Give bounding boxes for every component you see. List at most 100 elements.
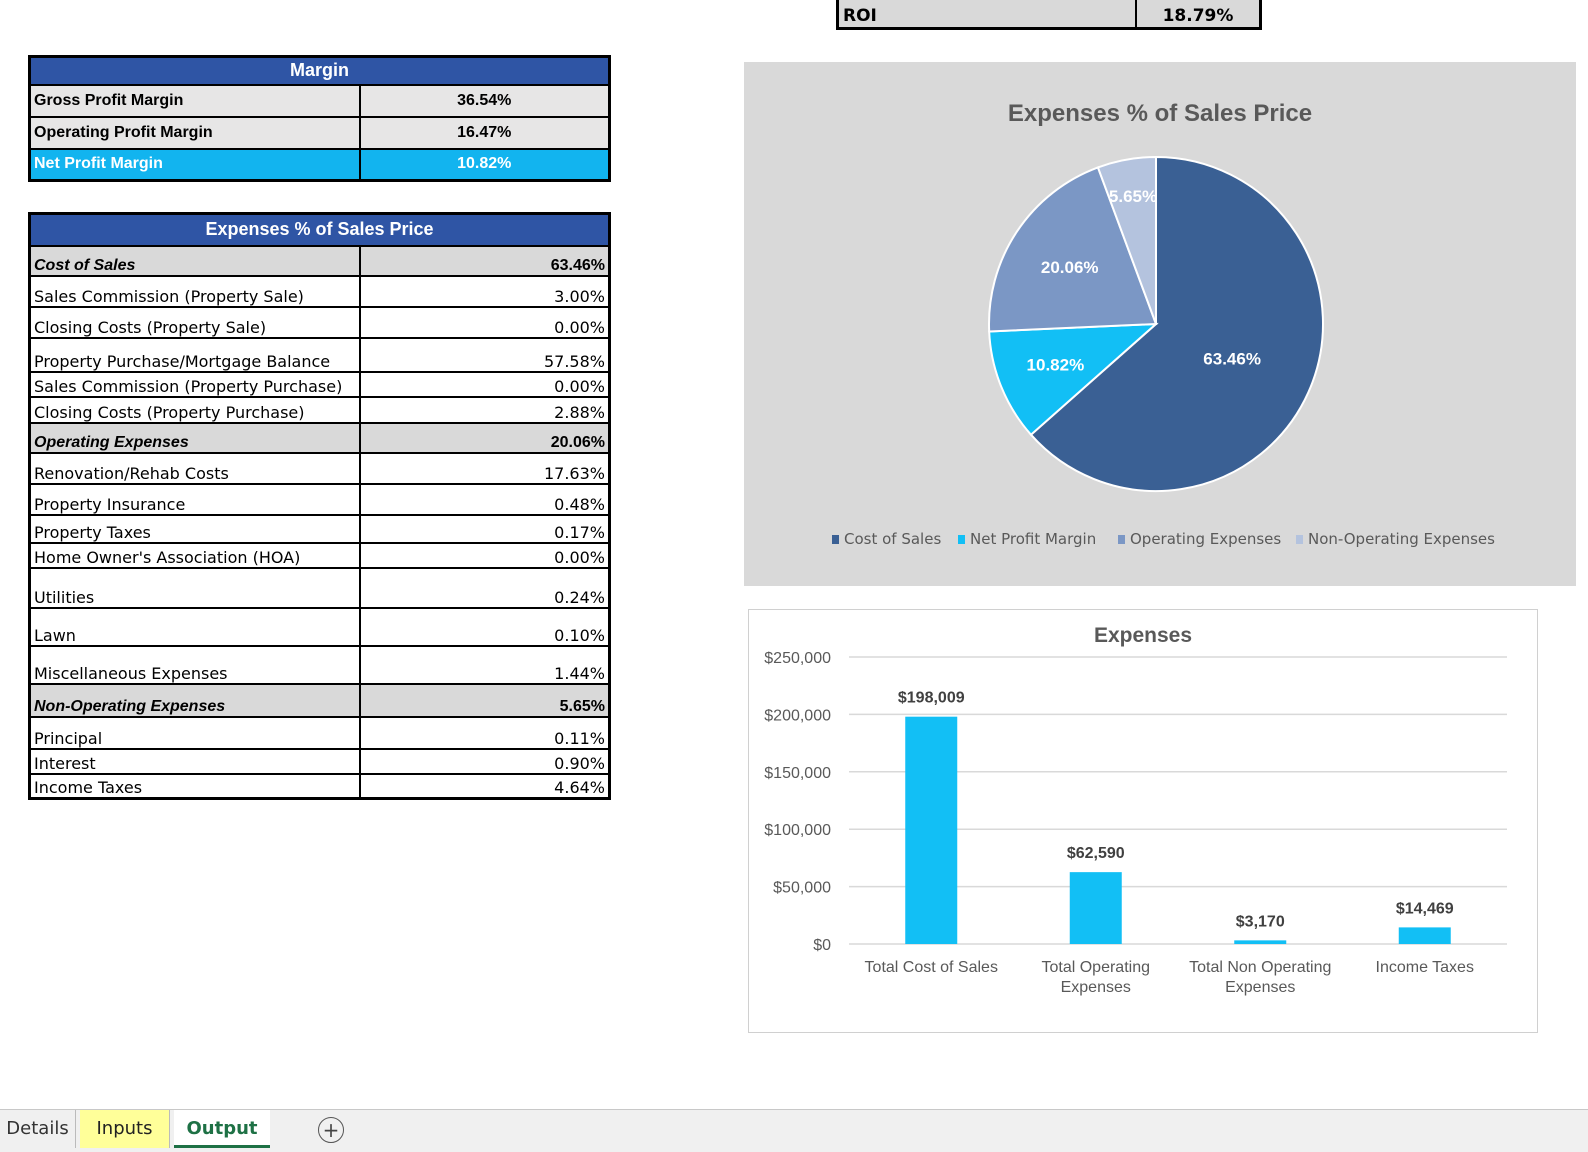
y-tick-label: $50,000 [773, 880, 831, 897]
expenses-table: Expenses % of Sales Price Cost of Sales 6… [28, 212, 611, 800]
expense-value[interactable]: 3.00% [358, 274, 611, 308]
expense-row: Property Purchase/Mortgage Balance 57.58% [28, 336, 611, 373]
expense-row: Closing Costs (Property Purchase) 2.88% [28, 395, 611, 424]
bar[interactable] [1069, 872, 1122, 944]
expense-label[interactable]: Property Insurance [28, 482, 361, 516]
expense-label[interactable]: Lawn [28, 606, 361, 647]
expense-row: Property Insurance 0.48% [28, 482, 611, 516]
expense-value[interactable]: 0.24% [358, 566, 611, 609]
gross-profit-margin-label[interactable]: Gross Profit Margin [28, 83, 361, 118]
pie-data-label: 10.82% [1027, 356, 1085, 375]
expense-value[interactable]: 2.88% [358, 395, 611, 424]
x-category-label: Total Cost of Sales [865, 959, 998, 976]
bar-data-label: $198,009 [898, 690, 965, 707]
roi-label[interactable]: ROI [839, 0, 1137, 27]
expense-label[interactable]: Interest [28, 747, 361, 775]
expense-value[interactable]: 17.63% [358, 451, 611, 485]
bar-chart-plot: $0 $50,000 $100,000 $150,000 $200,000 $250,00… [764, 650, 1507, 996]
gross-profit-margin-value[interactable]: 36.54% [358, 83, 611, 118]
expense-label[interactable]: Home Owner's Association (HOA) [28, 541, 361, 569]
expense-label[interactable]: Closing Costs (Property Purchase) [28, 395, 361, 424]
expense-value[interactable]: 0.00% [358, 305, 611, 339]
pie-data-label: 5.65% [1109, 187, 1157, 206]
y-tick-label: $200,000 [764, 707, 831, 724]
x-category-label: Total Non Operating Expenses [1189, 959, 1331, 996]
legend-swatch [1118, 534, 1125, 544]
expense-label[interactable]: Cost of Sales [28, 244, 361, 277]
bar[interactable] [1234, 940, 1287, 944]
expense-row: Home Owner's Association (HOA) 0.00% [28, 541, 611, 569]
expense-label[interactable]: Operating Expenses [28, 421, 361, 454]
add-sheet-icon[interactable]: + [318, 1117, 344, 1143]
expense-value[interactable]: 0.00% [358, 370, 611, 398]
net-profit-margin-label[interactable]: Net Profit Margin [28, 147, 361, 182]
bar-data-label: $3,170 [1236, 913, 1285, 930]
pie-legend-item[interactable]: Cost of Sales [832, 530, 941, 548]
operating-profit-margin-label[interactable]: Operating Profit Margin [28, 115, 361, 150]
expense-label[interactable]: Utilities [28, 566, 361, 609]
expense-label[interactable]: Non-Operating Expenses [28, 682, 361, 718]
expense-row: Lawn 0.10% [28, 606, 611, 647]
tab-inputs[interactable]: Inputs [80, 1110, 170, 1148]
expenses-table-title[interactable]: Expenses % of Sales Price [28, 212, 611, 247]
expense-value[interactable]: 5.65% [358, 682, 611, 718]
expense-value[interactable]: 1.44% [358, 644, 611, 685]
expenses-bar-chart[interactable]: Expenses $0 $50,000 $100,000 $150,000 $200,0… [748, 609, 1538, 1033]
expense-value[interactable]: 20.06% [358, 421, 611, 454]
expense-label[interactable]: Property Purchase/Mortgage Balance [28, 336, 361, 373]
expense-row: Operating Expenses 20.06% [28, 421, 611, 454]
expense-label[interactable]: Miscellaneous Expenses [28, 644, 361, 685]
expense-row: Interest 0.90% [28, 747, 611, 775]
expense-value[interactable]: 0.00% [358, 541, 611, 569]
pie-chart-plot: 63.46% 10.82% 20.06% 5.65% [988, 155, 1324, 492]
legend-swatch [832, 534, 839, 544]
bar-chart-title: Expenses [1093, 624, 1193, 647]
pie-slice[interactable] [1029, 155, 1324, 492]
expense-value[interactable]: 63.46% [358, 244, 611, 277]
expense-row: Principal 0.11% [28, 715, 611, 750]
tab-details[interactable]: Details [0, 1110, 76, 1148]
expense-label[interactable]: Property Taxes [28, 513, 361, 544]
pie-legend-item[interactable]: Operating Expenses [1118, 530, 1281, 548]
pie-slice[interactable] [988, 166, 1158, 333]
expense-value[interactable]: 57.58% [358, 336, 611, 373]
y-tick-label: $0 [813, 937, 831, 954]
legend-swatch [958, 534, 965, 544]
roi-value[interactable]: 18.79% [1162, 6, 1234, 26]
y-tick-label: $150,000 [764, 765, 831, 782]
expense-label[interactable]: Sales Commission (Property Sale) [28, 274, 361, 308]
pie-legend-item[interactable]: Net Profit Margin [958, 530, 1096, 548]
tab-output[interactable]: Output [174, 1110, 270, 1148]
bar[interactable] [905, 716, 958, 944]
bar[interactable] [1398, 927, 1451, 944]
expense-value[interactable]: 0.11% [358, 715, 611, 750]
operating-profit-margin-value[interactable]: 16.47% [358, 115, 611, 150]
pie-slice[interactable] [1096, 155, 1157, 325]
pie-slice[interactable] [988, 322, 1159, 437]
pie-legend-item[interactable]: Non-Operating Expenses [1296, 530, 1495, 548]
expense-label[interactable]: Closing Costs (Property Sale) [28, 305, 361, 339]
expense-row: Cost of Sales 63.46% [28, 244, 611, 277]
expense-label[interactable]: Renovation/Rehab Costs [28, 451, 361, 485]
expense-row: Income Taxes 4.64% [28, 772, 611, 800]
margin-table-title[interactable]: Margin [28, 55, 611, 86]
pie-chart-title: Expenses % of Sales Price [1007, 100, 1313, 127]
net-profit-margin-value[interactable]: 10.82% [358, 147, 611, 182]
expense-value[interactable]: 0.10% [358, 606, 611, 647]
expense-value[interactable]: 4.64% [358, 772, 611, 800]
x-category-label: Income Taxes [1376, 959, 1474, 976]
expense-row: Sales Commission (Property Purchase) 0.00… [28, 370, 611, 398]
expense-label[interactable]: Principal [28, 715, 361, 750]
expense-value[interactable]: 0.48% [358, 482, 611, 516]
expense-label[interactable]: Sales Commission (Property Purchase) [28, 370, 361, 398]
expense-value[interactable]: 0.17% [358, 513, 611, 544]
margin-table: Margin Gross Profit Margin 36.54% Operat… [28, 55, 611, 182]
expenses-pie-chart[interactable]: Expenses % of Sales Price 63.46% 10.82% 20… [744, 62, 1576, 586]
expense-value[interactable]: 0.90% [358, 747, 611, 775]
expense-row: Non-Operating Expenses 5.65% [28, 682, 611, 718]
expense-row: Sales Commission (Property Sale) 3.00% [28, 274, 611, 308]
expense-label[interactable]: Income Taxes [28, 772, 361, 800]
expense-row: Property Taxes 0.17% [28, 513, 611, 544]
expense-row: Utilities 0.24% [28, 566, 611, 609]
legend-swatch [1296, 534, 1303, 544]
